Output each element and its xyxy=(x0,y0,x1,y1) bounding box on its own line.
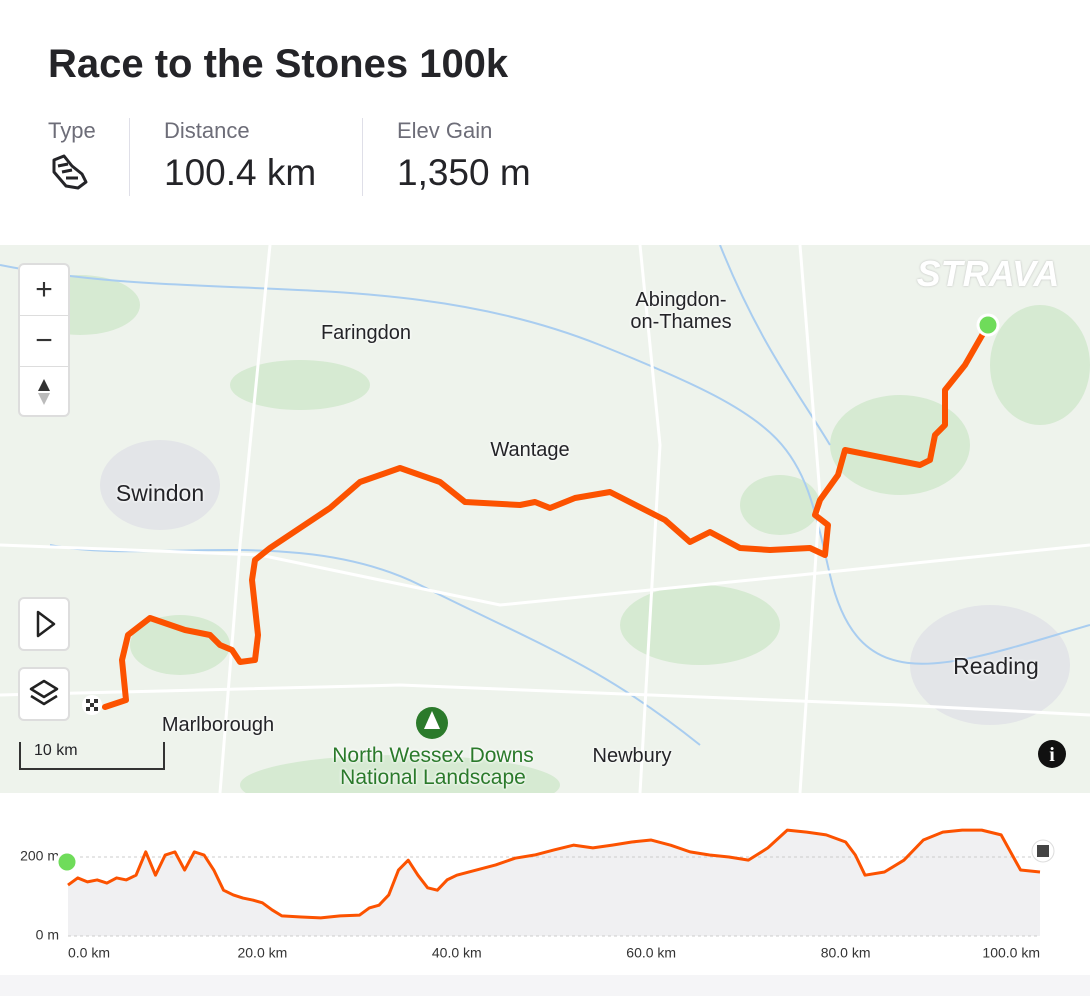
place-label: Wantage xyxy=(490,439,570,461)
place-line: North Wessex Downs xyxy=(332,744,534,767)
x-tick-label: 0.0 km xyxy=(68,945,110,961)
stat-value: 1,350 m xyxy=(397,152,531,193)
zoom-in[interactable]: + xyxy=(20,265,68,316)
x-tick-label: 100.0 km xyxy=(982,945,1040,961)
place-label: North Wessex Downs National Landscape xyxy=(332,745,534,789)
play-button[interactable] xyxy=(18,597,70,651)
run-icon xyxy=(52,154,88,190)
place-line: National Landscape xyxy=(340,766,526,789)
map-base: i xyxy=(0,245,1090,793)
place-label: Faringdon xyxy=(320,322,412,344)
route-title: Race to the Stones 100k xyxy=(48,42,509,86)
logo: STRAVA xyxy=(916,253,1060,294)
stat-label: Elev Gain xyxy=(397,118,493,143)
place-line: Abingdon- xyxy=(635,289,727,311)
stat-label: Type xyxy=(48,118,96,143)
stat-value: 100.4 km xyxy=(164,152,317,193)
place-label: Marlborough xyxy=(161,714,275,736)
x-tick-label: 60.0 km xyxy=(626,945,676,961)
place-label: Abingdon-on-Thames xyxy=(630,289,731,333)
stat-label: Distance xyxy=(164,118,250,143)
compass[interactable] xyxy=(20,367,68,417)
map[interactable]: i STRAVA Faringdon Abingdon-on-Thames Wa… xyxy=(0,245,1090,793)
stat: Distance 100.4 km xyxy=(164,118,316,196)
elevation-line xyxy=(67,828,1041,920)
place-label: Newbury xyxy=(592,745,672,767)
layers-button[interactable] xyxy=(18,667,70,721)
svg-text:i: i xyxy=(1049,744,1055,766)
scale-label: 10 km xyxy=(34,742,78,759)
finish-flag xyxy=(1037,845,1049,857)
footer-strip xyxy=(0,975,1090,996)
start-marker xyxy=(55,850,79,874)
y-tick-label: 0 m xyxy=(36,927,59,943)
divider xyxy=(362,118,363,196)
divider xyxy=(129,118,130,196)
x-tick-label: 40.0 km xyxy=(432,945,482,961)
elevation-fill xyxy=(68,830,1040,936)
elevation-chart: 0 m 200 m 0.0 km 20.0 km 40.0 km 60.0 km 80.0 … xyxy=(0,828,1090,996)
zoom-controls: + − xyxy=(18,263,70,417)
x-tick-label: 80.0 km xyxy=(821,945,871,961)
zoom-out[interactable]: − xyxy=(20,316,68,367)
x-tick-label: 20.0 km xyxy=(237,945,287,961)
place-label: Swindon xyxy=(115,480,205,506)
place-label: Reading xyxy=(953,653,1039,679)
stat: Elev Gain 1,350 m xyxy=(397,118,531,196)
y-tick-label: 200 m xyxy=(20,848,59,864)
stat: Type xyxy=(48,118,96,196)
place-line: on-Thames xyxy=(630,311,732,333)
